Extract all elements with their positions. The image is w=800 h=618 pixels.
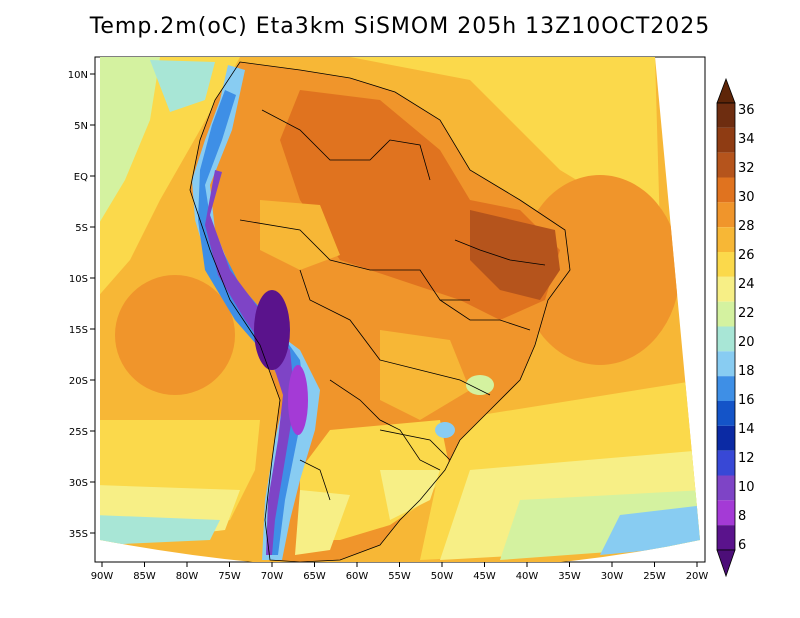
amazon-west-warm bbox=[260, 200, 340, 270]
colorbar-top-arrow bbox=[716, 77, 736, 104]
altiplano-cold-core bbox=[254, 290, 290, 370]
lon-tick-label: 35W bbox=[558, 571, 581, 582]
lon-tick-label: 65W bbox=[303, 571, 326, 582]
atlantic-warm-pool bbox=[520, 175, 680, 365]
colorbar-segment bbox=[717, 326, 735, 352]
lon-tick-label: 40W bbox=[516, 571, 539, 582]
lon-tick-label: 50W bbox=[431, 571, 454, 582]
lon-tick-label: 20W bbox=[686, 571, 709, 582]
colorbar-label: 16 bbox=[738, 393, 755, 408]
colorbar-segment bbox=[717, 301, 735, 327]
colorbar-label: 20 bbox=[738, 335, 755, 350]
colorbar-segment bbox=[717, 177, 735, 203]
lat-tick-label: 10N bbox=[68, 70, 88, 81]
temperature-field bbox=[100, 57, 700, 563]
lon-tick-label: 75W bbox=[218, 571, 241, 582]
lat-tick-label: 30S bbox=[69, 478, 88, 489]
central-warm bbox=[380, 330, 470, 420]
andes-coldest-band bbox=[205, 170, 295, 555]
colorbar-label: 24 bbox=[738, 277, 755, 292]
latitude-axis: 10N 5N EQ 5S 10S 15S 20S 25S 30S 35S bbox=[68, 70, 95, 540]
chart-title: Temp.2m(oC) Eta3km SiSMOM 205h 13Z10OCT2… bbox=[89, 14, 711, 39]
colorbar-segment bbox=[717, 500, 735, 526]
lat-tick-label: EQ bbox=[74, 172, 88, 183]
patagonia-cool bbox=[295, 490, 350, 555]
country-boundaries bbox=[189, 61, 571, 563]
colorbar-segment bbox=[717, 252, 735, 277]
lat-tick-label: 35S bbox=[69, 529, 88, 540]
lat-tick-label: 20S bbox=[69, 376, 88, 387]
colorbar-segment bbox=[717, 103, 735, 128]
colorbar-segment bbox=[717, 351, 735, 377]
colorbar-segment bbox=[717, 152, 735, 178]
lon-tick-label: 55W bbox=[388, 571, 411, 582]
central-andes-cold bbox=[288, 365, 308, 435]
lat-tick-label: 25S bbox=[69, 427, 88, 438]
colorbar-segment bbox=[717, 450, 735, 476]
lat-tick-label: 5S bbox=[75, 223, 88, 234]
colorbar-segment bbox=[717, 227, 735, 252]
colorbar-label: 32 bbox=[738, 161, 755, 176]
colorbar-label: 28 bbox=[738, 219, 755, 234]
lat-tick-label: 10S bbox=[69, 274, 88, 285]
colorbar-label: 10 bbox=[738, 480, 755, 495]
colorbar-segment bbox=[717, 525, 735, 550]
colorbar-segment bbox=[717, 127, 735, 153]
colorbar-segment bbox=[717, 276, 735, 302]
colorbar-label: 34 bbox=[738, 132, 755, 147]
colorbar-label: 8 bbox=[738, 509, 746, 524]
colorbar-segment bbox=[717, 475, 735, 501]
colorbar-label: 14 bbox=[738, 422, 755, 437]
lon-tick-label: 85W bbox=[133, 571, 156, 582]
colorbar-label: 22 bbox=[738, 306, 755, 321]
pacific-cold-patch-2 bbox=[150, 60, 215, 112]
colorbar-segment bbox=[717, 425, 735, 451]
lon-tick-label: 45W bbox=[473, 571, 496, 582]
colorbar: 36 34 32 30 28 26 24 22 20 18 16 14 12 10 8 6 bbox=[716, 77, 755, 578]
colorbar-label: 30 bbox=[738, 190, 755, 205]
lat-tick-label: 15S bbox=[69, 325, 88, 336]
lat-tick-label: 5N bbox=[74, 121, 88, 132]
colorbar-segment bbox=[717, 401, 735, 426]
colorbar-bottom-arrow bbox=[716, 549, 736, 578]
atlantic-south-blue bbox=[600, 505, 700, 555]
colorbar-label: 12 bbox=[738, 451, 755, 466]
colorbar-label: 26 bbox=[738, 248, 755, 263]
southeast-highland-cool bbox=[466, 375, 494, 395]
lon-tick-label: 30W bbox=[601, 571, 624, 582]
longitude-axis: 90W 85W 80W 75W 70W 65W 60W 55W 50W 45W 40W 35W 30W 2… bbox=[91, 562, 709, 582]
lon-tick-label: 60W bbox=[346, 571, 369, 582]
colorbar-segment bbox=[717, 376, 735, 401]
pacific-cold-patch bbox=[100, 57, 160, 230]
colorbar-label: 18 bbox=[738, 364, 755, 379]
pacific-south-cold bbox=[100, 515, 220, 545]
lon-tick-label: 70W bbox=[261, 571, 284, 582]
colorbar-segment bbox=[717, 202, 735, 228]
lon-tick-label: 80W bbox=[176, 571, 199, 582]
south-highland-cool bbox=[435, 422, 455, 438]
lon-tick-label: 90W bbox=[91, 571, 114, 582]
atlantic-north-yellow bbox=[350, 57, 660, 230]
lon-tick-label: 25W bbox=[643, 571, 666, 582]
colorbar-label: 6 bbox=[738, 538, 746, 553]
pacific-warm-pool bbox=[115, 275, 235, 395]
colorbar-label: 36 bbox=[738, 103, 755, 118]
south-land-cooler bbox=[380, 470, 440, 520]
northeast-very-hot bbox=[470, 210, 560, 300]
